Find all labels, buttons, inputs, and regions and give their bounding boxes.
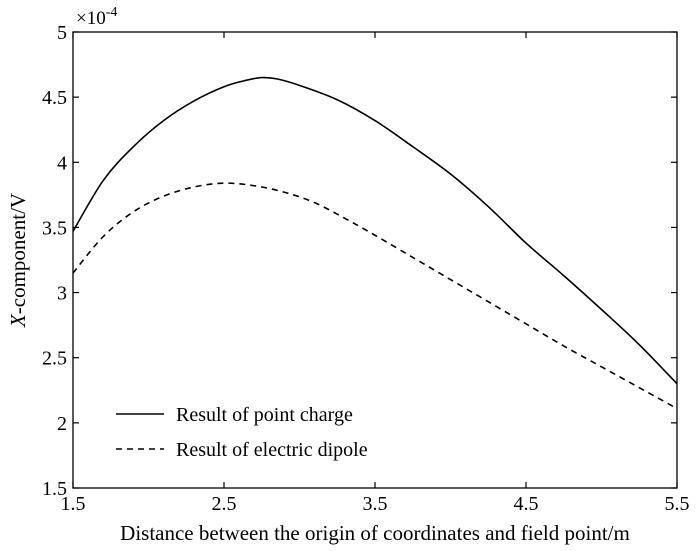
y-axis-title-italic: X <box>6 313 30 328</box>
y-axis-title-rest: -component/V <box>6 193 30 314</box>
x-axis-title: Distance between the origin of coordinat… <box>120 521 630 545</box>
series-line-electric-dipole <box>72 182 678 410</box>
legend: Result of point charge Result of electri… <box>116 404 368 461</box>
x-axis-ticks: 1.5 2.5 3.5 4.5 5.5 <box>61 32 690 515</box>
series-line-point-charge <box>72 76 678 385</box>
y-tick-label: 4.5 <box>42 87 67 109</box>
legend-label-point-charge: Result of point charge <box>176 404 353 426</box>
x-tick-label: 4.5 <box>514 493 539 515</box>
series-layer <box>72 76 678 410</box>
y-tick-label: 3.5 <box>42 217 67 239</box>
y-tick-label: 2.5 <box>42 348 67 370</box>
y-tick-label: 3 <box>57 283 67 305</box>
y-tick-label: 2 <box>57 413 67 435</box>
y-axis-ticks: 1.5 2 2.5 3 3.5 4 4.5 5 <box>42 22 677 500</box>
y-tick-label: 5 <box>57 22 67 44</box>
x-tick-label: 2.5 <box>212 493 237 515</box>
y-axis-title: X-component/V <box>6 193 30 328</box>
y-axis-multiplier: ×10-4 <box>76 5 117 29</box>
y-axis-multiplier-exponent: -4 <box>106 5 118 20</box>
x-tick-label: 1.5 <box>61 493 86 515</box>
y-tick-label: 1.5 <box>42 478 67 500</box>
x-tick-label: 3.5 <box>363 493 388 515</box>
legend-label-electric-dipole: Result of electric dipole <box>176 439 368 461</box>
x-tick-label: 5.5 <box>665 493 690 515</box>
plot-area-frame <box>72 31 678 489</box>
y-tick-label: 4 <box>57 152 67 174</box>
